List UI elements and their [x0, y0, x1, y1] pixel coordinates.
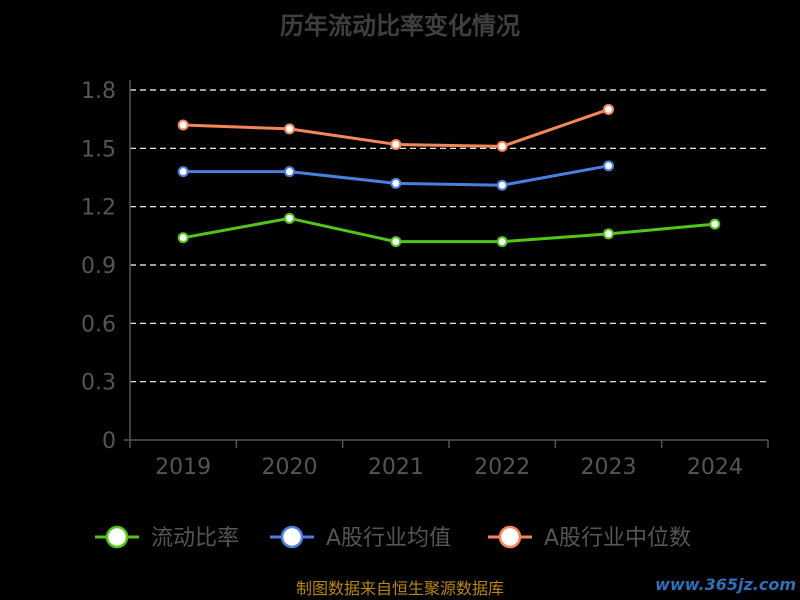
data-point: [496, 236, 508, 248]
legend: 流动比率 A股行业均值 A股行业中位数: [95, 525, 691, 551]
data-point: [177, 166, 189, 178]
data-point: [496, 140, 508, 152]
data-point: [284, 166, 295, 178]
data-point: [284, 212, 295, 224]
y-tick-label: 0.6: [81, 312, 116, 337]
data-point: [603, 228, 614, 240]
legend-label: A股行业均值: [326, 526, 451, 551]
series-line: [182, 216, 715, 244]
legend-marker: [280, 525, 304, 549]
x-tick-label: 2024: [687, 455, 743, 480]
data-point: [177, 232, 189, 244]
y-tick-label: 0.3: [81, 371, 116, 396]
data-point: [603, 160, 614, 172]
data-point: [390, 236, 402, 248]
y-tick-label: 1.2: [81, 196, 116, 221]
data-point: [709, 218, 721, 230]
data-point: [496, 179, 508, 191]
legend-label: A股行业中位数: [544, 526, 691, 551]
legend-marker: [105, 525, 129, 549]
data-source-note: 制图数据来自恒生聚源数据库: [296, 579, 504, 598]
legend-marker: [498, 525, 522, 549]
y-tick-label: 1.8: [81, 79, 116, 104]
data-point: [284, 123, 295, 135]
y-tick-label: 0.9: [81, 254, 116, 279]
y-tick-label: 0: [102, 429, 116, 454]
x-tick-label: 2022: [474, 455, 530, 480]
data-point: [390, 177, 402, 189]
x-axis-ticks: 2019 2020 2021 2022 2023 2024: [155, 455, 743, 480]
series: [177, 103, 614, 152]
x-tick-label: 2021: [368, 455, 424, 480]
data-point: [603, 103, 614, 115]
series-group: [177, 103, 721, 248]
legend-item: 流动比率: [95, 525, 239, 551]
legend-item: A股行业均值: [270, 525, 451, 551]
watermark: www.365jz.com: [655, 575, 796, 594]
x-tick-label: 2023: [581, 455, 637, 480]
series: [177, 212, 721, 248]
y-tick-label: 1.5: [81, 137, 116, 162]
grid: [130, 89, 768, 383]
chart-title: 历年流动比率变化情况: [280, 12, 520, 40]
legend-label: 流动比率: [151, 526, 239, 551]
x-tick-label: 2020: [262, 455, 318, 480]
x-tick-label: 2019: [155, 455, 211, 480]
legend-item: A股行业中位数: [488, 525, 691, 551]
data-point: [177, 119, 189, 131]
axes: [124, 80, 769, 448]
data-point: [390, 138, 402, 150]
y-axis-ticks: 0 0.3 0.6 0.9 1.2 1.5 1.8: [81, 79, 116, 454]
series: [177, 160, 614, 191]
